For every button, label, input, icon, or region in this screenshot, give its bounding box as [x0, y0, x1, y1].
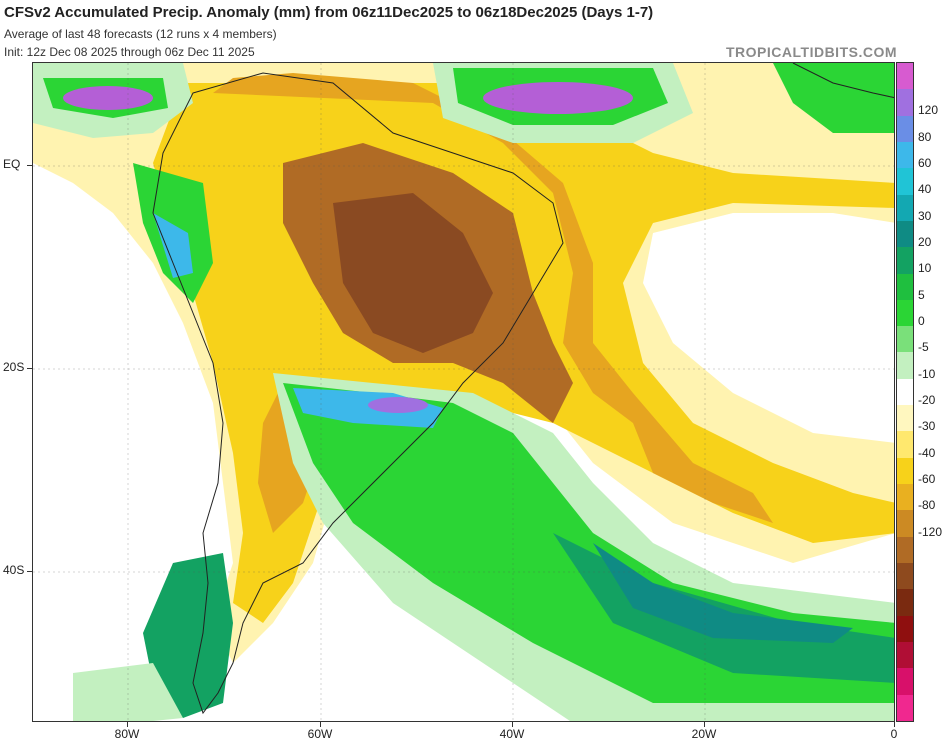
wet-anomaly-purple-south	[368, 397, 428, 413]
lon-tick-20w	[704, 722, 705, 727]
colorbar-label: 80	[918, 129, 932, 144]
colorbar-label: -120	[918, 524, 943, 539]
colorbar-swatch	[897, 141, 913, 169]
colorbar-swatch	[897, 405, 913, 432]
colorbar-swatch	[897, 247, 913, 274]
wet-anomaly-south-teal	[593, 543, 853, 643]
colorbar-swatch	[897, 326, 913, 353]
colorbar-swatch	[897, 484, 913, 511]
wet-anomaly-patagonia-light	[73, 663, 183, 721]
lat-tick-eq	[27, 165, 32, 166]
colorbar-label: -40	[918, 445, 936, 460]
colorbar-label: 10	[918, 261, 932, 276]
lon-tick-0	[894, 722, 895, 727]
colorbar-swatch	[897, 510, 913, 537]
colorbar-label: 30	[918, 208, 932, 223]
map-title: CFSv2 Accumulated Precip. Anomaly (mm) f…	[4, 4, 654, 21]
colorbar-label: -80	[918, 498, 936, 513]
colorbar-swatch	[897, 431, 913, 458]
colorbar-swatch	[897, 536, 913, 563]
colorbar-swatch	[897, 562, 913, 590]
colorbar-label: 20	[918, 235, 932, 250]
colorbar-swatch	[897, 668, 913, 695]
colorbar-label: -10	[918, 366, 936, 381]
graticule	[33, 63, 894, 721]
colorbar-swatch	[897, 220, 913, 248]
colorbar-label: 5	[918, 287, 925, 302]
colorbar-swatch	[897, 168, 913, 195]
africa-coastline	[792, 63, 894, 99]
colorbar-swatch	[897, 299, 913, 327]
colorbar-swatch	[897, 615, 913, 642]
dry-anomaly-dark-core	[333, 193, 493, 353]
brand-watermark: TROPICALTIDBITS.COM	[726, 44, 898, 60]
lon-label-40w: 40W	[499, 727, 525, 741]
colorbar-label: -30	[918, 419, 936, 434]
map-subtitle: Average of last 48 forecasts (12 runs x …	[4, 27, 277, 41]
colorbar-swatch	[897, 378, 913, 406]
lon-tick-80w	[127, 722, 128, 727]
wet-anomaly-north-east	[773, 63, 894, 133]
wet-anomaly-patagonia	[143, 553, 233, 718]
colorbar-swatch	[897, 352, 913, 379]
wet-anomaly-purple-west	[63, 86, 153, 110]
neutral-ocean-area	[643, 213, 894, 443]
wet-anomaly-andes-core	[153, 213, 193, 278]
wet-anomaly-south-dark	[553, 533, 894, 683]
colorbar-swatch	[897, 63, 913, 90]
lon-label-20w: 20W	[691, 727, 717, 741]
lon-tick-40w	[512, 722, 513, 727]
colorbar-label: 0	[918, 314, 925, 329]
lat-tick-40s	[27, 571, 32, 572]
colorbar-label: 120	[918, 103, 939, 118]
colorbar-label: -20	[918, 393, 936, 407]
dry-anomaly-orange	[213, 73, 773, 533]
colorbar-swatch	[897, 194, 913, 221]
colorbar-label: 40	[918, 182, 932, 197]
lon-label-0: 0	[890, 727, 898, 741]
lat-label-eq: EQ	[3, 157, 21, 171]
colorbar-label: -60	[918, 471, 936, 486]
lat-tick-20s	[27, 368, 32, 369]
colorbar-swatch	[897, 273, 913, 300]
colorbar-swatch	[897, 641, 913, 669]
lat-label-40s: 40S	[3, 563, 25, 577]
colorbar-swatch	[897, 115, 913, 142]
wet-anomaly-purple-central	[483, 82, 633, 114]
colorbar-swatch	[897, 457, 913, 484]
init-time: Init: 12z Dec 08 2025 through 06z Dec 11…	[4, 45, 255, 59]
colorbar-label: 60	[918, 156, 932, 171]
colorbar-label: -5	[918, 340, 929, 355]
lon-label-80w: 80W	[114, 727, 140, 741]
lat-label-20s: 20S	[3, 360, 25, 374]
lon-label-60w: 60W	[307, 727, 333, 741]
colorbar	[896, 62, 914, 722]
colorbar-swatch	[897, 89, 913, 116]
precip-anomaly-map	[32, 62, 895, 722]
colorbar-swatch	[897, 694, 913, 721]
south-america-coastline	[152, 72, 564, 715]
lon-tick-60w	[320, 722, 321, 727]
colorbar-swatch	[897, 589, 913, 616]
